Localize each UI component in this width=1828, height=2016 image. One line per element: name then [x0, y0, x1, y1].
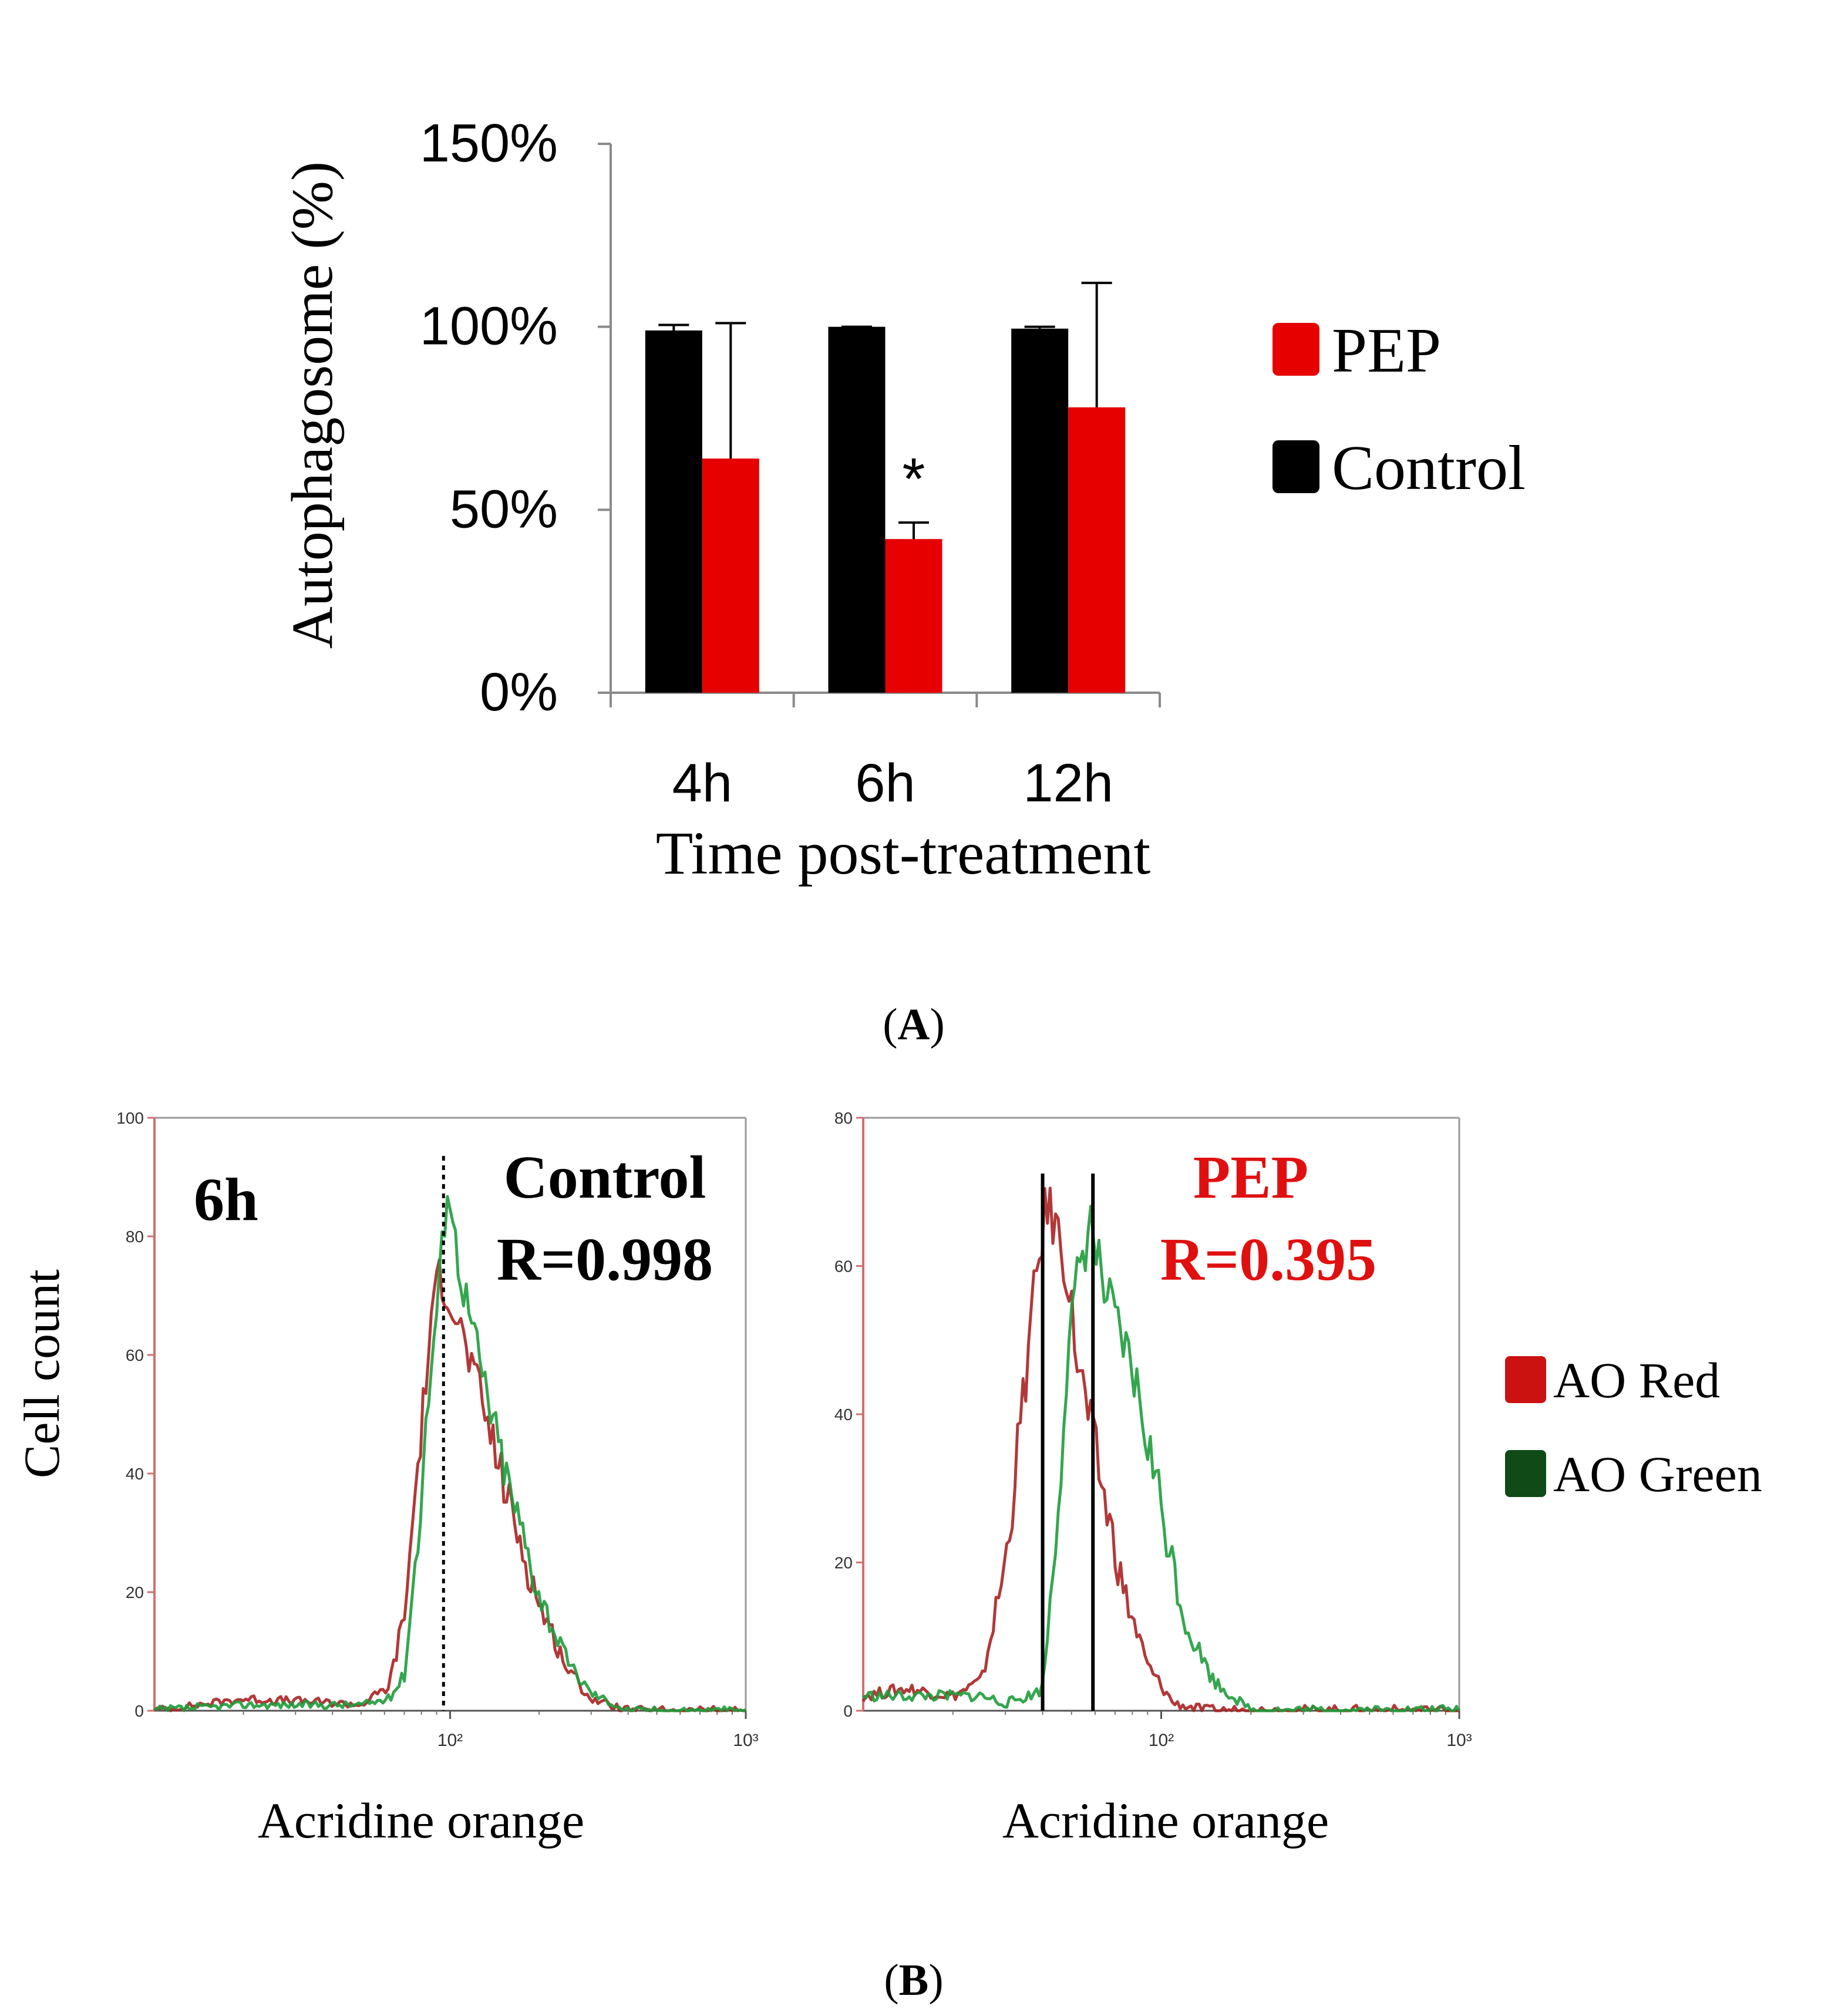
histogram-pep-y-tick-label: 20	[834, 1554, 853, 1572]
histogram-control-x-label: Acridine orange	[258, 1792, 584, 1849]
histogram-pep-y-tick-label: 0	[843, 1702, 853, 1720]
bar-pep-12h	[1068, 407, 1126, 693]
panel-a-x-axis-label: Time post-treatment	[656, 820, 1151, 887]
histogram-control-y-tick-label: 80	[126, 1228, 144, 1246]
bar-pep-4h	[702, 459, 759, 693]
histogram-pep-y-tick-label: 80	[834, 1109, 853, 1127]
panel-a-y-tick-labels: 0% 50% 100% 150%	[420, 113, 558, 722]
legend-swatch-ao-green	[1505, 1450, 1546, 1497]
panel-a-x-tick-labels: 4h 6h 12h	[672, 753, 1113, 813]
histogram-control-y-tick-label: 20	[126, 1583, 144, 1602]
panel-a-x-tick-label: 6h	[855, 753, 915, 813]
legend-swatch-pep	[1272, 323, 1319, 376]
panel-b-histograms: Cell count 0 20 40 60 80 100 10² 10³ 6h Control…	[14, 1109, 1762, 2005]
panel-a-y-tick-label: 150%	[420, 113, 558, 173]
histogram-pep-title: PEP	[1193, 1144, 1308, 1211]
histogram-control-x-tick-label: 10³	[733, 1731, 758, 1750]
histogram-pep-x-label: Acridine orange	[1002, 1792, 1329, 1849]
panel-a-bars: *	[645, 281, 1126, 693]
legend-swatch-ao-red	[1505, 1356, 1546, 1403]
bar-pep-6h	[885, 539, 942, 693]
histogram-control-title: Control	[504, 1144, 706, 1211]
histogram-pep-y-tick-label: 40	[834, 1405, 853, 1424]
bar-control-6h	[828, 326, 886, 693]
histogram-pep-x-tick-label: 10²	[1149, 1731, 1174, 1750]
panel-a-legend: PEP Control	[1272, 316, 1526, 503]
panel-b-legend: AO Red AO Green	[1505, 1352, 1762, 1502]
panel-a-bar-chart: * 0% 50% 100% 150% 4h 6h 12h Autophagosome (%…	[280, 113, 1526, 1049]
panel-a-x-tick-label: 12h	[1023, 753, 1113, 813]
panel-b-label: (B)	[884, 1956, 943, 2005]
histogram-control-y-tick-label: 0	[134, 1702, 144, 1720]
legend-label-pep: PEP	[1332, 316, 1441, 386]
panel-b-y-axis-label: Cell count	[14, 1269, 70, 1478]
histogram-pep: 0 20 40 60 80 10² 10³	[834, 1109, 1472, 1750]
histogram-control-curve-ao-green	[154, 1195, 746, 1712]
panel-a-y-axis-label: Autophagosome (%)	[280, 161, 345, 649]
significance-asterisk: *	[903, 446, 925, 512]
panel-a-label: (A)	[883, 1000, 945, 1049]
legend-swatch-control	[1272, 440, 1319, 493]
panel-a-y-tick-label: 0%	[480, 662, 558, 722]
histogram-pep-x-tick-label: 10³	[1446, 1731, 1472, 1750]
panel-a-y-tick-label: 50%	[450, 479, 558, 539]
histogram-pep-y-tick-label: 60	[834, 1258, 853, 1276]
bar-control-12h	[1011, 328, 1069, 693]
histogram-control-r-value: R=0.998	[497, 1226, 713, 1293]
histogram-control-y-tick-label: 60	[126, 1346, 144, 1364]
histogram-control-y-tick-label: 100	[116, 1109, 144, 1127]
legend-label-ao-red: AO Red	[1553, 1352, 1720, 1408]
legend-label-ao-green: AO Green	[1553, 1446, 1762, 1502]
panel-a-x-tick-label: 4h	[672, 753, 732, 813]
histogram-pep-r-value: R=0.395	[1160, 1226, 1376, 1293]
histogram-pep-curve-ao-red	[861, 1186, 1459, 1712]
histogram-control-curve-ao-red	[153, 1258, 746, 1712]
histogram-pep-curve-ao-green	[862, 1205, 1461, 1712]
histogram-control-y-tick-label: 40	[126, 1465, 144, 1483]
panel-a-y-tick-label: 100%	[420, 296, 558, 356]
histogram-control-time-label: 6h	[194, 1166, 258, 1233]
bar-control-4h	[645, 330, 702, 693]
histogram-control: 0 20 40 60 80 100 10² 10³	[116, 1109, 758, 1750]
legend-label-control: Control	[1332, 433, 1526, 503]
histogram-control-x-tick-label: 10²	[437, 1731, 463, 1750]
